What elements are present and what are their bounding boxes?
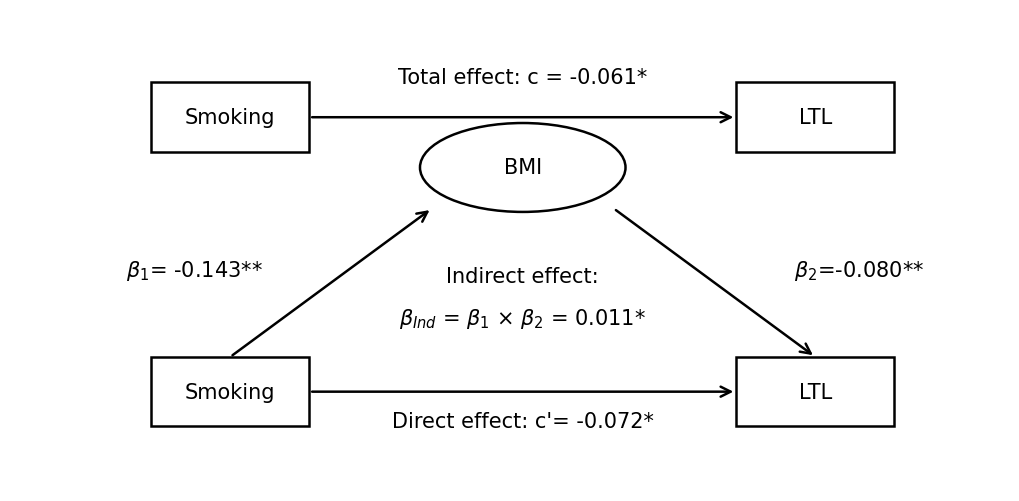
Text: $\beta_1$= -0.143**: $\beta_1$= -0.143** xyxy=(126,259,263,283)
Ellipse shape xyxy=(420,124,625,212)
FancyBboxPatch shape xyxy=(151,83,309,153)
Text: BMI: BMI xyxy=(503,158,541,178)
Text: $\beta_2$=-0.080**: $\beta_2$=-0.080** xyxy=(793,259,923,283)
FancyBboxPatch shape xyxy=(151,357,309,427)
Text: $\beta_{Ind}$ = $\beta_1$ × $\beta_2$ = 0.011*: $\beta_{Ind}$ = $\beta_1$ × $\beta_2$ = … xyxy=(398,307,646,331)
Text: Smoking: Smoking xyxy=(184,382,275,402)
Text: Indirect effect:: Indirect effect: xyxy=(446,266,598,286)
Text: Total effect: c = -0.061*: Total effect: c = -0.061* xyxy=(397,68,647,88)
Text: LTL: LTL xyxy=(798,108,832,128)
Text: Direct effect: c'= -0.072*: Direct effect: c'= -0.072* xyxy=(391,411,653,431)
Text: LTL: LTL xyxy=(798,382,832,402)
FancyBboxPatch shape xyxy=(736,83,894,153)
Text: Smoking: Smoking xyxy=(184,108,275,128)
FancyBboxPatch shape xyxy=(736,357,894,427)
